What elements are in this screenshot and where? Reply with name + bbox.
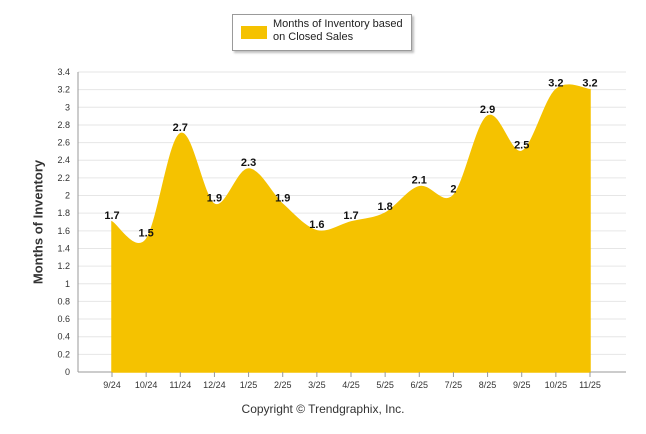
x-tick-label: 10/25: [545, 380, 568, 390]
data-label: 1.7: [343, 210, 358, 222]
y-tick-label: 2.2: [57, 173, 70, 183]
y-tick-label: 1: [65, 279, 70, 289]
x-tick-label: 9/25: [513, 380, 531, 390]
data-label: 3.2: [582, 78, 597, 90]
y-tick-label: 2.4: [57, 155, 70, 165]
y-tick-label: 3.4: [57, 67, 70, 77]
y-tick-label: 0: [65, 367, 70, 377]
data-label: 3.2: [548, 78, 563, 90]
y-tick-label: 2.8: [57, 120, 70, 130]
data-label: 2.1: [412, 175, 427, 187]
y-tick-label: 1.8: [57, 208, 70, 218]
data-label: 1.9: [275, 192, 290, 204]
x-tick-label: 2/25: [274, 380, 292, 390]
y-tick-label: 2.6: [57, 138, 70, 148]
y-tick-label: 3: [65, 102, 70, 112]
data-labels: 1.7 1.5 2.7 1.9 2.3 1.9 1.6 1.7 1.8 2.1 2 2.9 2.5 3.2…: [104, 78, 597, 240]
data-label: 1.5: [138, 228, 153, 240]
area-series: [111, 84, 591, 373]
y-tick-label: 2: [65, 191, 70, 201]
x-tick-label: 12/24: [203, 380, 226, 390]
y-tick-label: 3.2: [57, 85, 70, 95]
data-label: 2.5: [514, 139, 529, 151]
legend-label: Months of Inventory based on Closed Sale…: [273, 18, 403, 43]
x-tick-label: 10/24: [135, 380, 158, 390]
x-tick-label: 4/25: [342, 380, 360, 390]
x-tick-label: 5/25: [376, 380, 394, 390]
y-tick-label: 1.4: [57, 243, 70, 253]
x-tick-label: 3/25: [308, 380, 326, 390]
x-tick-label: 1/25: [240, 380, 258, 390]
x-tick-label: 9/24: [103, 380, 121, 390]
x-tick-label: 11/24: [169, 380, 191, 390]
legend-swatch: [241, 26, 267, 39]
data-label: 1.8: [377, 201, 392, 213]
data-label: 1.6: [309, 219, 324, 231]
legend[interactable]: Months of Inventory based on Closed Sale…: [232, 14, 412, 51]
x-tick-label: 6/25: [411, 380, 429, 390]
y-tick-label: 0.8: [57, 296, 70, 306]
x-tick-label: 7/25: [445, 380, 463, 390]
y-tick-label: 1.6: [57, 226, 70, 236]
y-tick-label: 0.4: [57, 332, 70, 342]
y-axis-title: Months of Inventory: [30, 159, 46, 285]
x-tick-label: 11/25: [579, 380, 601, 390]
data-label: 2.7: [173, 122, 188, 134]
area-fill: [111, 84, 591, 373]
data-label: 2.9: [480, 104, 495, 116]
y-tick-label: 0.6: [57, 314, 70, 324]
x-axis-ticks: 9/24 10/24 11/24 12/24 1/25 2/25 3/25 4/25 5/25 6…: [103, 372, 601, 390]
data-label: 1.9: [207, 192, 222, 204]
y-axis-ticks: 0 0.2 0.4 0.6 0.8 1 1.2 1.4 1.6 1.8 2 2.2 2.4 2.6 2.8 3…: [57, 67, 70, 377]
data-label: 2.3: [241, 157, 256, 169]
data-label: 1.7: [104, 210, 119, 222]
copyright-text: Copyright © Trendgraphix, Inc.: [241, 402, 405, 416]
data-label: 2: [450, 184, 456, 196]
x-tick-label: 8/25: [479, 380, 497, 390]
y-tick-label: 1.2: [57, 261, 70, 271]
y-tick-label: 0.2: [57, 349, 70, 359]
